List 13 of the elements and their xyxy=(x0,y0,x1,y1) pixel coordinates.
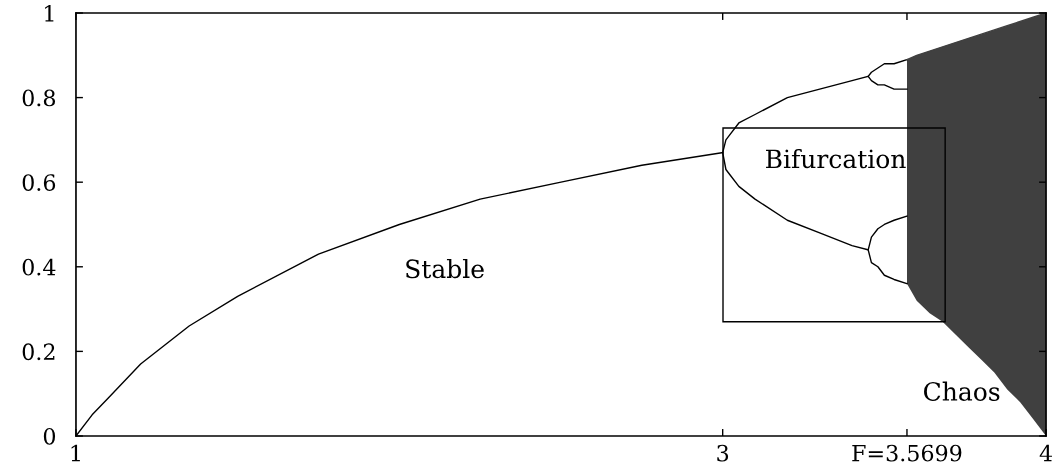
y-tick-label: 0.8 xyxy=(22,89,56,107)
y-tick-label: 0.4 xyxy=(22,258,56,276)
y-tick-label: 0.2 xyxy=(22,343,55,361)
x-tick-label: 4 xyxy=(1039,444,1052,462)
x-tick-label: 3 xyxy=(717,444,729,462)
y-tick-label: 0.6 xyxy=(22,174,56,191)
x-tick-label: 1 xyxy=(71,444,80,462)
annotation: Bifurcation xyxy=(766,148,906,169)
y-tick-label: 0 xyxy=(43,427,56,445)
annotation: Stable xyxy=(406,258,484,279)
x-tick-label: F=3.5699 xyxy=(852,444,962,462)
annotation: Chaos xyxy=(924,381,1000,401)
y-tick-label: 1 xyxy=(45,4,54,22)
